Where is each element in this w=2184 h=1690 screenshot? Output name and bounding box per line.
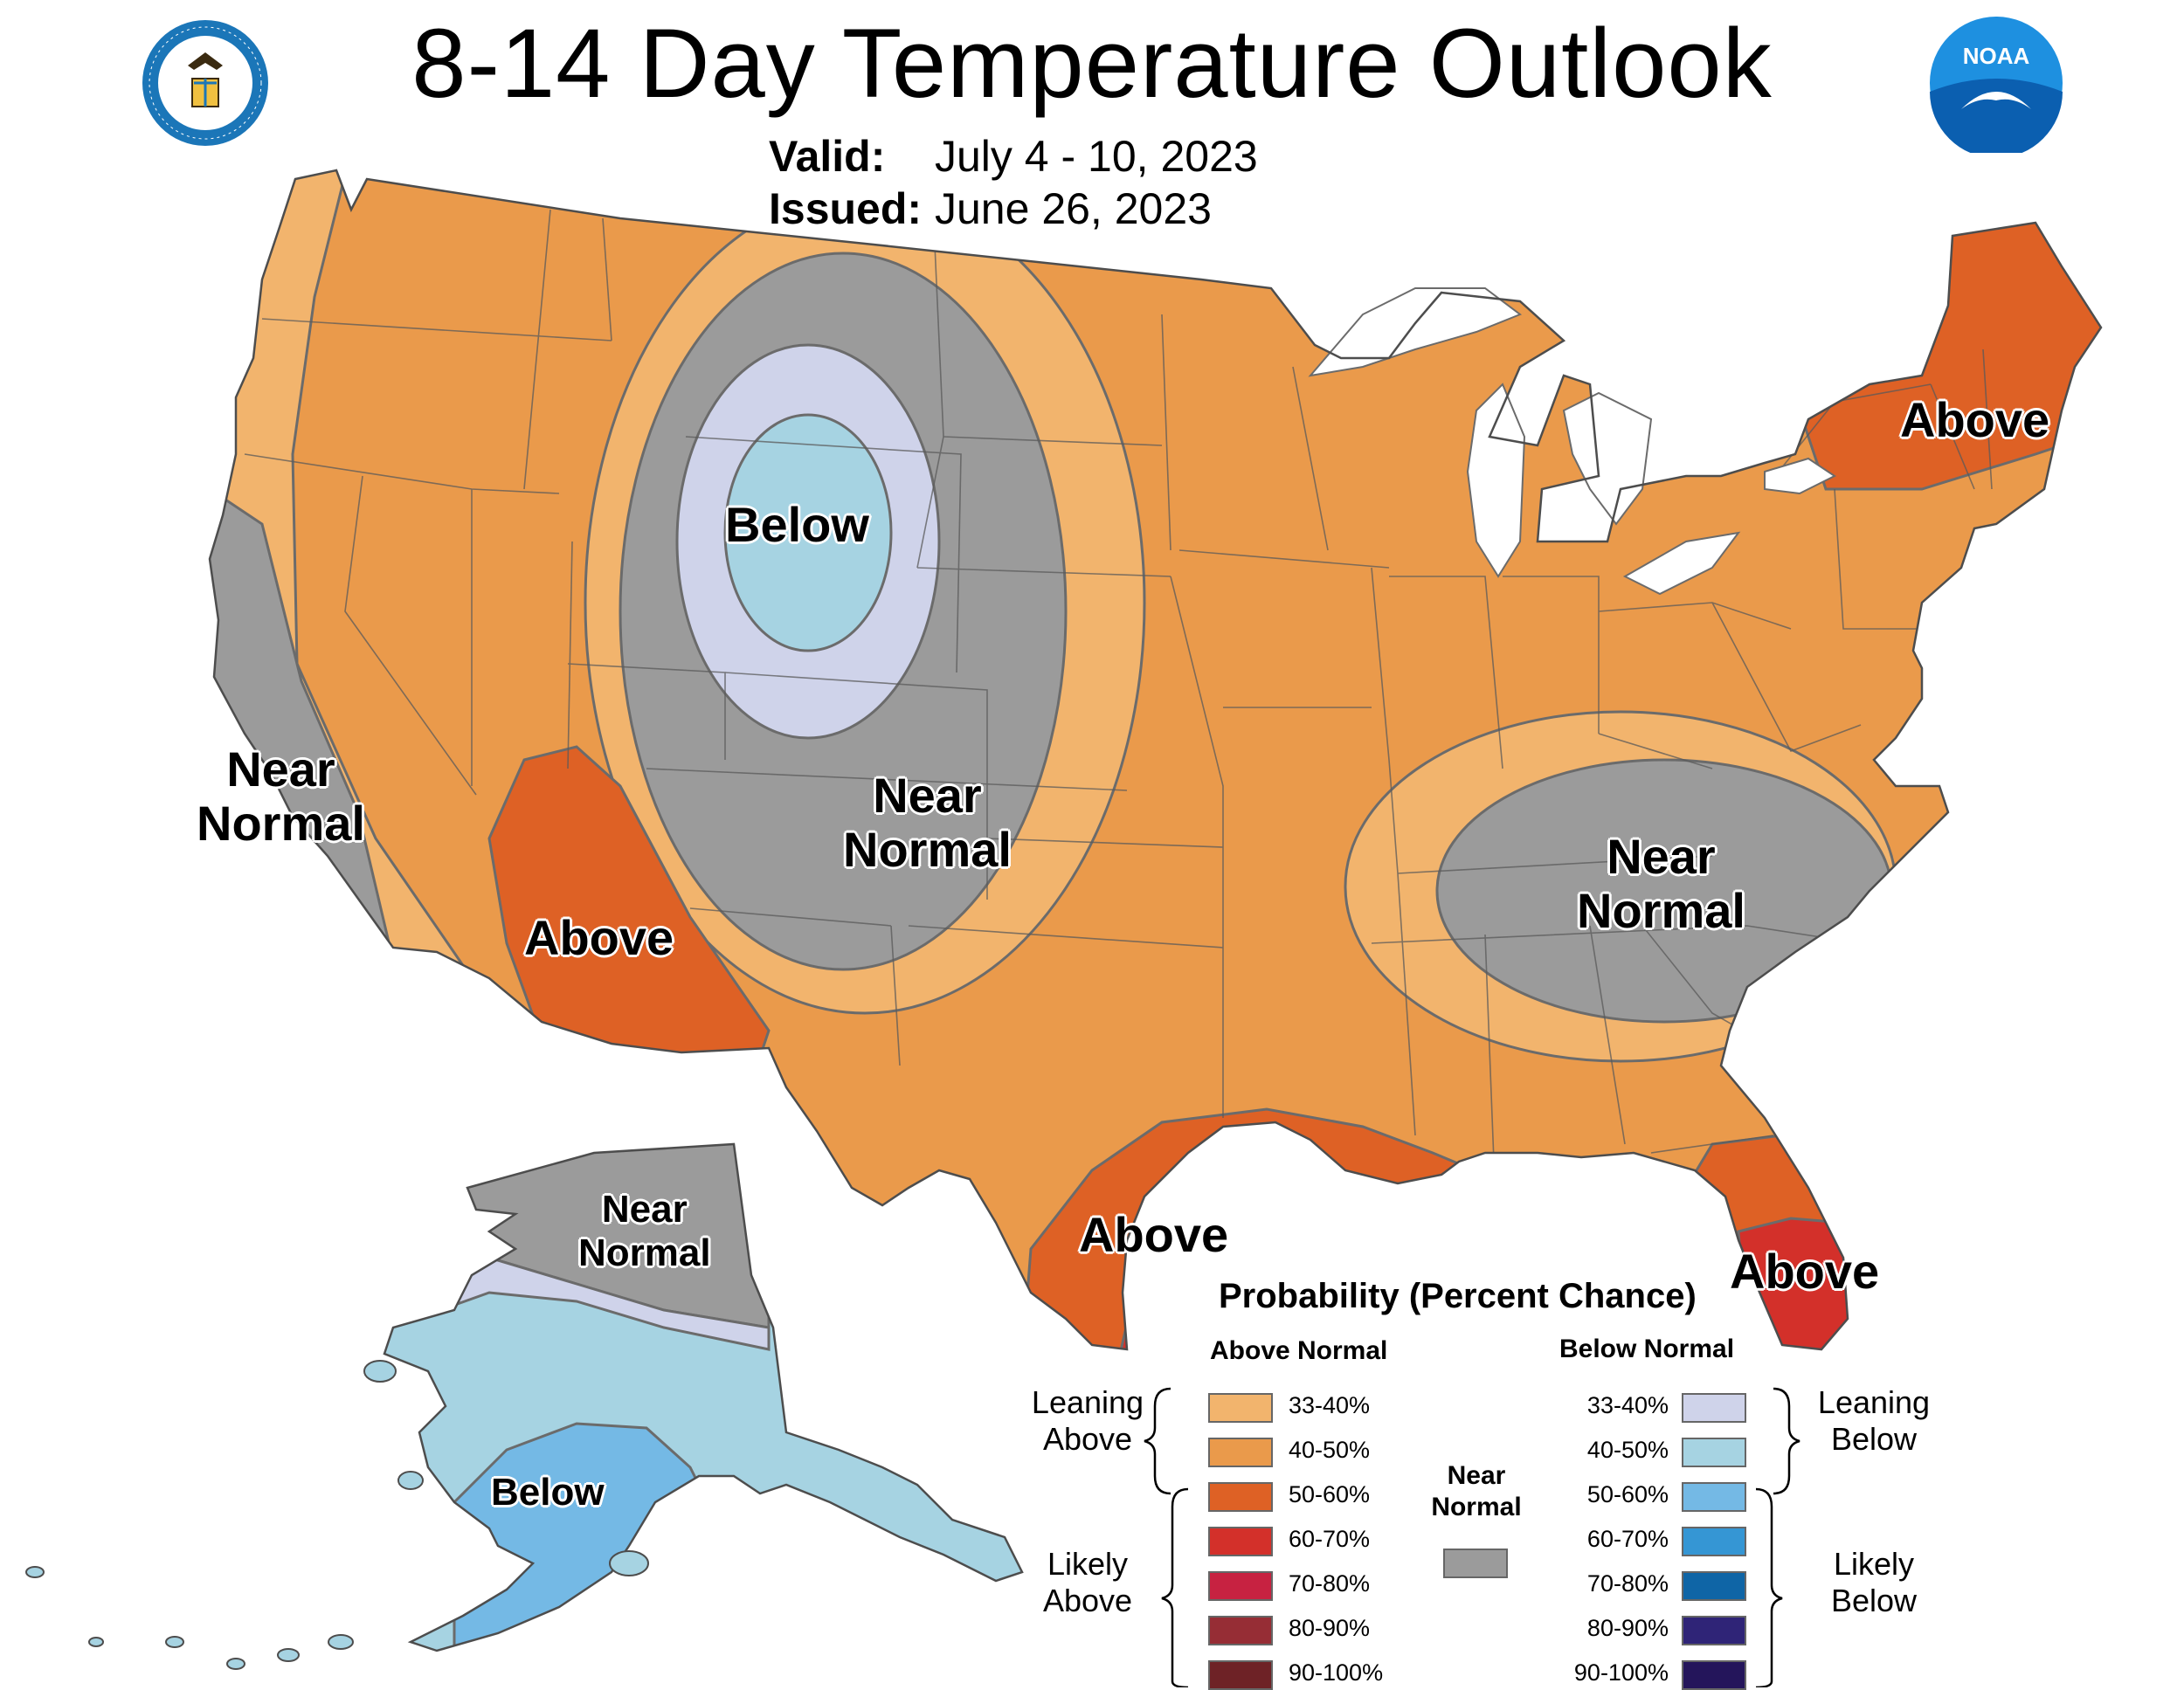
noaa-logo-text: NOAA xyxy=(1963,43,2030,69)
valid-value: July 4 - 10, 2023 xyxy=(935,132,1258,181)
below-range-2: 40-50% xyxy=(1586,1437,1669,1463)
commerce-seal-icon xyxy=(142,20,268,146)
label-rockies-below: Below xyxy=(725,497,869,552)
legend-above-header: Above Normal xyxy=(1210,1336,1388,1365)
below-swatch-3 xyxy=(1682,1482,1746,1512)
label-alaska-near-normal: Near Normal xyxy=(578,1188,711,1274)
above-range-7: 90-100% xyxy=(1289,1659,1384,1686)
legend-likely-below: Likely Below xyxy=(1830,1546,1918,1618)
rockies-below-40-50 xyxy=(723,413,893,652)
conus-region xyxy=(208,169,2103,1351)
below-swatch-6 xyxy=(1682,1616,1746,1645)
label-florida-above: Above xyxy=(1730,1244,1880,1299)
below-swatch-2 xyxy=(1682,1438,1746,1467)
below-swatch-7 xyxy=(1682,1660,1746,1690)
issued-value: June 26, 2023 xyxy=(935,184,1212,233)
label-northeast-above: Above xyxy=(1900,392,2050,447)
page-title: 8-14 Day Temperature Outlook xyxy=(411,9,1773,118)
above-swatch-5 xyxy=(1208,1571,1273,1601)
above-swatch-6 xyxy=(1208,1616,1273,1645)
legend-below-header: Below Normal xyxy=(1559,1335,1735,1363)
above-range-1: 33-40% xyxy=(1289,1392,1371,1418)
above-swatch-4 xyxy=(1208,1527,1273,1556)
legend-likely-above: Likely Above xyxy=(1042,1546,1133,1618)
great-lakes xyxy=(1308,287,1836,596)
legend-near-normal-label: Near Normal xyxy=(1431,1461,1522,1521)
above-swatch-7 xyxy=(1208,1660,1273,1690)
above-range-2: 40-50% xyxy=(1289,1437,1371,1463)
label-texas-coast-above: Above xyxy=(1079,1207,1229,1262)
label-southwest-above: Above xyxy=(524,910,674,965)
issued-label: Issued: xyxy=(769,184,923,233)
label-plains-near-normal: Near Normal xyxy=(843,768,1012,877)
valid-label: Valid: xyxy=(769,132,886,181)
above-swatch-1 xyxy=(1208,1393,1273,1423)
legend-title: Probability (Percent Chance) xyxy=(1219,1277,1697,1315)
label-alaska-below: Below xyxy=(491,1471,605,1514)
below-swatch-5 xyxy=(1682,1571,1746,1601)
legend-near-normal-swatch xyxy=(1443,1549,1508,1578)
below-swatch-4 xyxy=(1682,1527,1746,1556)
noaa-logo-icon: NOAA xyxy=(1930,17,2063,153)
alaska-region xyxy=(25,1142,1024,1670)
northeast-likely-above xyxy=(1798,217,2101,491)
above-range-5: 70-80% xyxy=(1289,1570,1371,1597)
above-swatch-3 xyxy=(1208,1482,1273,1512)
legend-leaning-below: Leaning Below xyxy=(1817,1384,1931,1457)
below-range-5: 70-80% xyxy=(1586,1570,1669,1597)
above-swatch-2 xyxy=(1208,1438,1273,1467)
issued-date: Issued: June 26, 2023 xyxy=(769,183,1212,234)
label-southeast-near-normal: Near Normal xyxy=(1577,829,1745,938)
below-range-3: 50-60% xyxy=(1586,1481,1669,1507)
label-west-near-normal: Near Normal xyxy=(197,742,365,851)
above-range-6: 80-90% xyxy=(1289,1615,1371,1641)
below-range-7: 90-100% xyxy=(1573,1659,1669,1686)
below-range-6: 80-90% xyxy=(1586,1615,1669,1641)
above-range-4: 60-70% xyxy=(1289,1526,1371,1552)
valid-dates: Valid: July 4 - 10, 2023 xyxy=(769,131,1258,182)
below-range-4: 60-70% xyxy=(1586,1526,1669,1552)
legend-leaning-above: Leaning Above xyxy=(1031,1384,1144,1457)
below-swatch-1 xyxy=(1682,1393,1746,1423)
below-range-1: 33-40% xyxy=(1586,1392,1669,1418)
above-range-3: 50-60% xyxy=(1289,1481,1371,1507)
